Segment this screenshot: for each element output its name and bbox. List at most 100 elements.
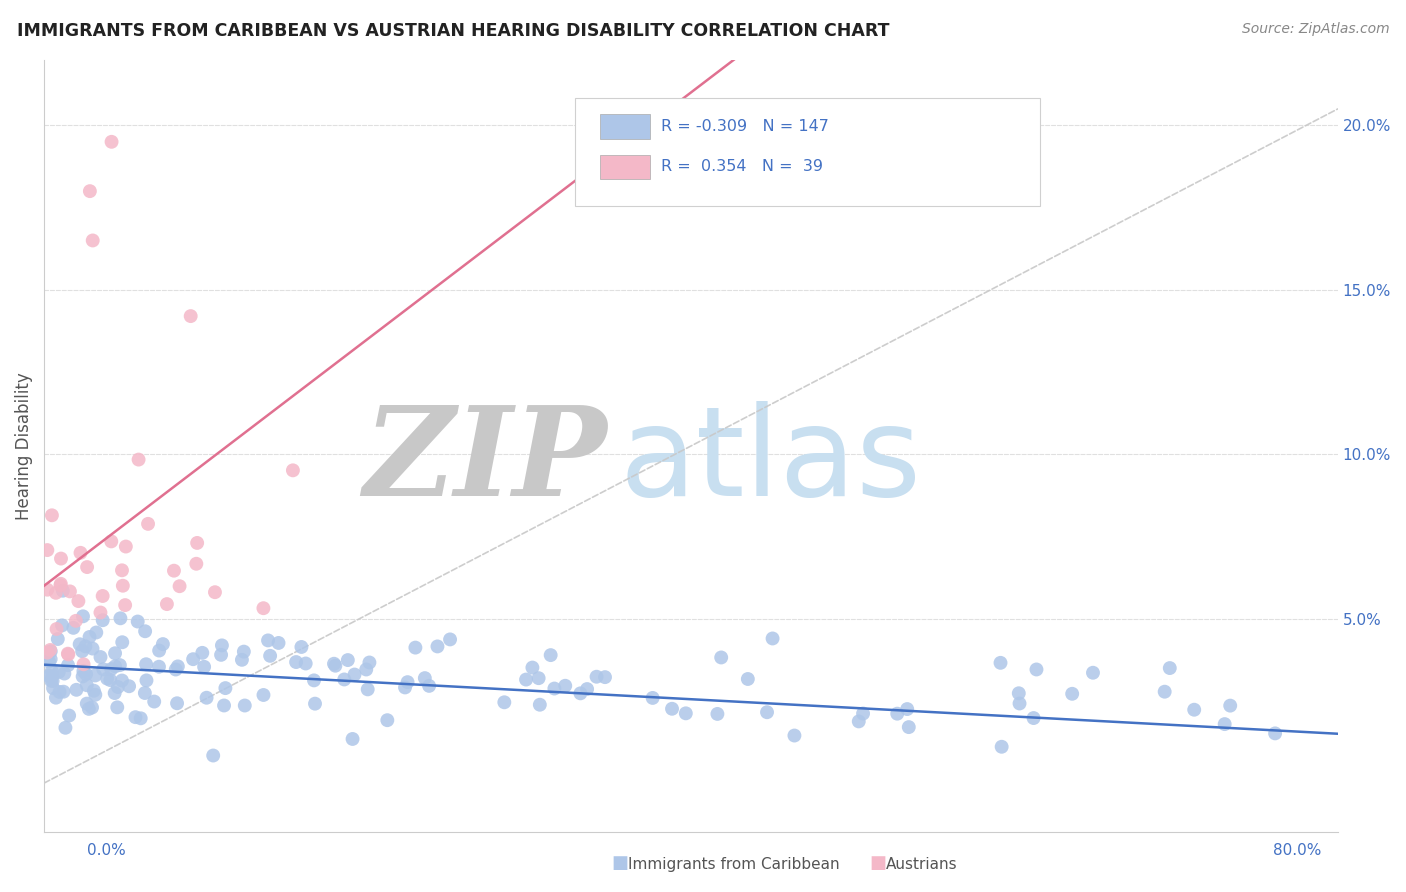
Point xyxy=(267,636,290,650)
Point xyxy=(418,679,440,693)
Point xyxy=(82,641,104,656)
Point xyxy=(111,579,134,593)
Point xyxy=(84,625,107,640)
Point xyxy=(163,564,186,578)
Point xyxy=(675,706,697,721)
Point xyxy=(59,584,82,599)
Point xyxy=(325,658,347,673)
Point xyxy=(56,647,79,661)
Point xyxy=(1081,665,1104,680)
Point xyxy=(214,681,236,695)
Point xyxy=(202,748,225,763)
Point xyxy=(48,665,70,679)
Point xyxy=(135,673,157,688)
Point xyxy=(543,681,565,696)
Point xyxy=(65,614,87,628)
Point xyxy=(37,646,59,660)
Point xyxy=(554,679,576,693)
Point xyxy=(231,653,253,667)
Point xyxy=(58,708,80,723)
Point xyxy=(233,698,256,713)
Point xyxy=(135,657,157,672)
Point xyxy=(212,698,235,713)
Point xyxy=(79,184,101,198)
FancyBboxPatch shape xyxy=(575,98,1040,206)
Point xyxy=(181,652,204,666)
Point xyxy=(136,516,159,531)
Point xyxy=(84,688,107,702)
Point xyxy=(69,637,91,651)
Point xyxy=(41,673,63,688)
Point xyxy=(569,686,592,700)
Point xyxy=(186,557,208,571)
Point xyxy=(852,706,875,721)
Point xyxy=(1153,684,1175,698)
Point xyxy=(38,655,60,669)
Point xyxy=(1159,661,1181,675)
Point xyxy=(342,731,364,746)
Point xyxy=(49,578,72,592)
Point xyxy=(156,597,179,611)
Point xyxy=(89,650,111,665)
Point xyxy=(52,684,75,698)
Point xyxy=(165,663,187,677)
Point xyxy=(62,621,84,635)
Point xyxy=(98,673,121,687)
Point xyxy=(281,463,304,477)
Point xyxy=(69,546,91,560)
Point xyxy=(76,697,98,711)
Point xyxy=(72,657,94,672)
Point xyxy=(105,700,128,714)
Point xyxy=(118,679,141,693)
Point xyxy=(49,577,72,591)
Point xyxy=(1008,697,1031,711)
Point xyxy=(75,640,97,654)
Point xyxy=(128,452,150,467)
Point xyxy=(1219,698,1241,713)
Point xyxy=(290,640,312,654)
Point xyxy=(41,508,63,523)
Point xyxy=(114,598,136,612)
Point xyxy=(169,579,191,593)
Text: R = -0.309   N = 147: R = -0.309 N = 147 xyxy=(661,119,830,134)
Point xyxy=(706,706,728,721)
Point xyxy=(45,586,67,600)
Point xyxy=(886,706,908,721)
Point xyxy=(990,739,1012,754)
Point xyxy=(1182,703,1205,717)
Text: 0.0%: 0.0% xyxy=(87,843,127,858)
Point xyxy=(1062,687,1084,701)
Point xyxy=(127,615,149,629)
Point xyxy=(72,609,94,624)
Text: ■: ■ xyxy=(869,855,886,872)
Point xyxy=(540,648,562,662)
Point xyxy=(257,633,280,648)
Point xyxy=(195,690,218,705)
Point xyxy=(593,670,616,684)
Point xyxy=(252,688,274,702)
Text: 80.0%: 80.0% xyxy=(1274,843,1322,858)
Point xyxy=(336,653,359,667)
Point xyxy=(426,640,449,654)
Point xyxy=(38,669,60,683)
Point xyxy=(134,624,156,639)
Point xyxy=(294,657,316,671)
Point xyxy=(115,540,138,554)
Point xyxy=(70,644,93,658)
Point xyxy=(108,658,131,673)
Point xyxy=(48,685,70,699)
Point xyxy=(897,720,920,734)
Point xyxy=(661,702,683,716)
Point xyxy=(134,686,156,700)
Point xyxy=(166,659,188,673)
Point xyxy=(72,664,94,678)
Point xyxy=(72,669,94,683)
Point xyxy=(67,594,90,608)
Point xyxy=(56,658,79,673)
Point xyxy=(354,663,377,677)
Point xyxy=(302,673,325,688)
Point xyxy=(39,652,62,666)
Point xyxy=(333,673,356,687)
Point xyxy=(529,698,551,712)
Point xyxy=(37,543,59,558)
